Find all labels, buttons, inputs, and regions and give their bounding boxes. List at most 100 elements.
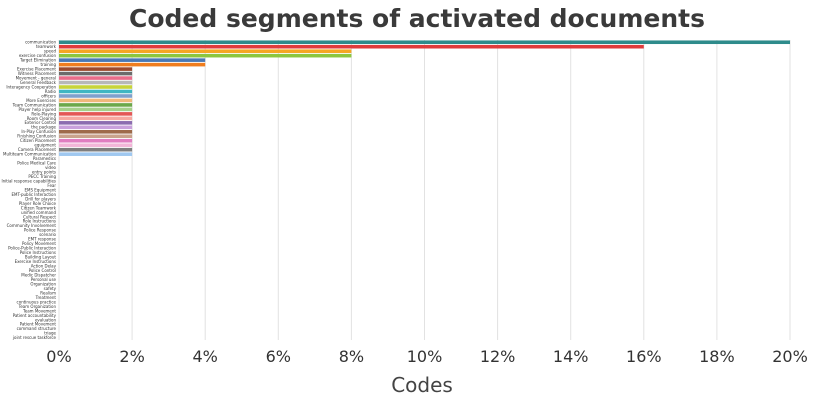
category-label: Camera Placement [18,147,56,152]
category-label: Patient accountability [13,313,57,318]
category-label: Police Control [29,268,56,273]
grid-lines [58,40,791,340]
category-label: safety [44,286,57,291]
bar[interactable] [59,44,644,49]
category-label: Fear [47,183,56,188]
category-label: Patient Movement [20,322,57,327]
x-axis-title: Codes [391,373,453,397]
bar[interactable] [59,85,133,89]
category-label: Cultural Respect [23,214,56,219]
category-label: officers [41,93,56,98]
bar[interactable] [59,98,133,103]
category-label: Police Medical Care [17,161,56,166]
category-label: Witness Placement [18,71,57,76]
category-label: Radio [45,89,57,94]
bar[interactable] [59,121,133,125]
category-label: scenario [39,232,56,237]
category-label: command structure [17,326,57,331]
category-label: Realism [40,290,56,295]
bar[interactable] [59,40,790,45]
bars [59,40,790,156]
category-label: Team Organization [18,304,57,309]
category-label: triage [44,331,56,336]
category-label: More Exercises [26,98,56,103]
x-axis-ticks: 0% 2% 4% 6% 8% 10% 12% 14% 16% 18% 20% [46,347,807,366]
category-label: Role-Playing [31,111,56,116]
category-label: Action Delay [31,264,57,269]
category-label: Interagency Cooperation [6,84,56,89]
category-label: In-Play Confusion [21,129,56,134]
bar[interactable] [59,62,206,67]
category-label: Police Instructions [20,250,56,255]
category-label: video [45,165,56,170]
category-label: Exterior Control [24,120,56,125]
bar[interactable] [59,147,133,152]
category-label: EMT response [28,237,56,242]
bar[interactable] [59,49,352,53]
bar[interactable] [59,130,133,134]
x-tick-label: 16% [626,347,662,366]
category-label: training [41,62,57,67]
x-tick-label: 0% [46,347,71,366]
x-tick-label: 12% [480,347,516,366]
bar[interactable] [59,67,133,71]
bar[interactable] [59,58,206,62]
bar[interactable] [59,112,133,116]
category-label: Medic Dispatcher [21,272,56,277]
category-label: Exercise Placement [17,67,56,72]
category-label: Police-Public Interaction [8,246,56,251]
category-label: Role Instructions [23,219,56,224]
category-label: Citizen Placement [20,138,56,143]
category-label: Drill for players [25,196,56,201]
category-label: joint rescue taskforce [12,335,57,340]
chart-title: Coded segments of activated documents [128,4,705,33]
bar[interactable] [59,134,133,139]
category-label: communication [25,40,56,45]
category-label: Paramedics [33,156,56,161]
category-label: speed [44,49,57,54]
x-tick-label: 4% [193,347,218,366]
category-label: Personal use [31,277,57,282]
x-tick-label: 6% [266,347,291,366]
category-label: teamwork [36,44,57,49]
bar[interactable] [59,125,133,130]
bar[interactable] [59,53,352,58]
x-tick-label: 2% [119,347,144,366]
bar[interactable] [59,107,133,112]
category-label: evaluation [35,317,57,322]
category-label: General Feedback [20,80,57,85]
category-label: Citizen Teamwork [21,205,57,210]
bar[interactable] [59,76,133,80]
category-label: Organization [30,281,56,286]
category-label: PECC Training [28,174,56,179]
x-tick-label: 18% [699,347,735,366]
bar[interactable] [59,71,133,76]
category-label: Target Elimination [19,58,57,63]
bar[interactable] [59,94,133,98]
x-tick-label: 8% [339,347,364,366]
category-label: Treatment [35,295,57,300]
bar[interactable] [59,89,133,94]
category-label: Room Clearing [27,116,57,121]
bar[interactable] [59,103,133,107]
category-label: Exercise Instructions [15,259,56,264]
x-tick-label: 14% [553,347,589,366]
category-label: entry points [32,169,56,174]
category-label: EMT-public Interaction [11,192,56,197]
category-label: EMS Equipment [24,187,56,192]
category-label: Player help injured [19,107,57,112]
bar[interactable] [59,138,133,143]
category-label: Movement - general [16,75,56,80]
category-label: exercise confusion [19,53,57,58]
category-label: Police Response [24,228,57,233]
bar[interactable] [59,116,133,121]
category-label: Player Role Choice [19,201,57,206]
category-label: equipment [34,143,56,148]
bar[interactable] [59,80,133,85]
category-label: unified command [21,210,56,215]
category-label: the package [31,125,56,130]
bar[interactable] [59,152,133,156]
bar[interactable] [59,143,133,148]
